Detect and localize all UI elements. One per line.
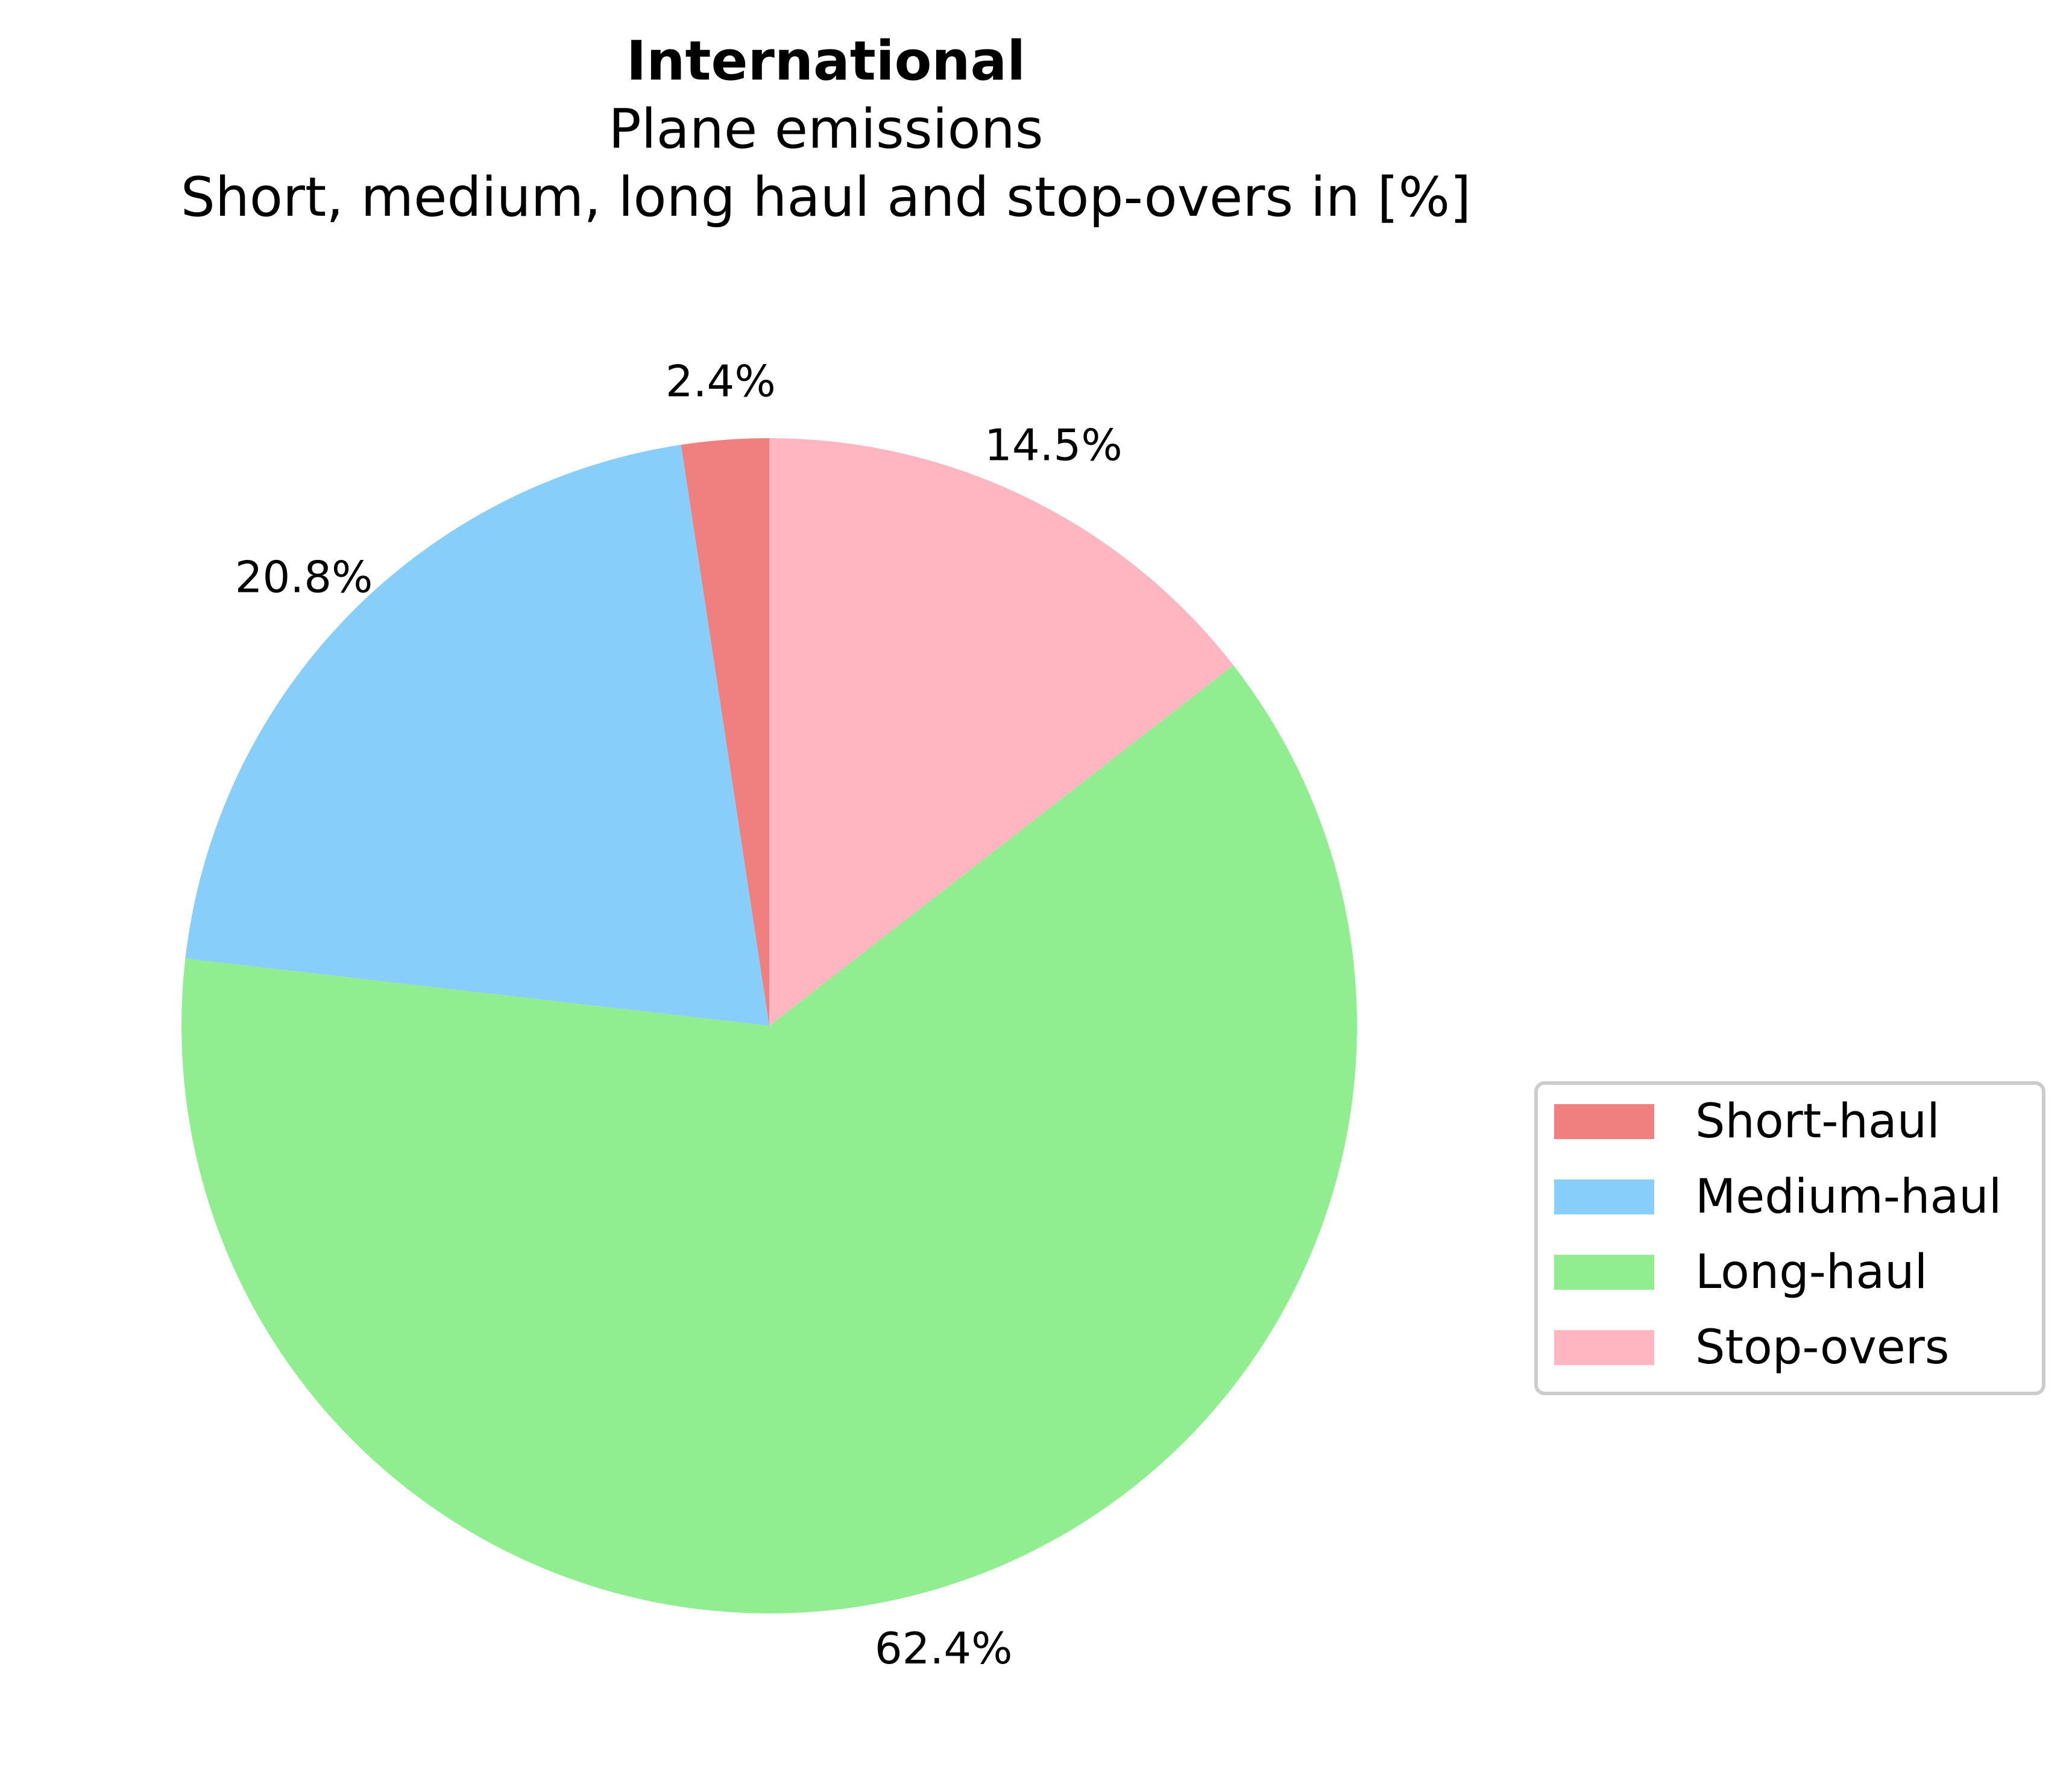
pie-slice-medium-haul [185, 445, 769, 1026]
pie-slice-stop-overs [769, 438, 1233, 1026]
legend-label: Medium-haul [1695, 1170, 2001, 1224]
legend-swatch [1554, 1255, 1654, 1290]
legend-swatch [1554, 1330, 1654, 1365]
pie-percent-labels: 2.4% 20.8% 62.4% 14.5% [235, 356, 1123, 1674]
pie-slices [181, 438, 1358, 1613]
pie-slice-short-haul [681, 438, 769, 1026]
percent-label-stop-overs: 14.5% [984, 420, 1123, 471]
chart-subtitle-line-2: Short, medium, long haul and stop-overs … [181, 166, 1472, 229]
pie-slice-long-haul [181, 665, 1358, 1613]
legend-swatch [1554, 1179, 1654, 1214]
percent-label-medium-haul: 20.8% [235, 551, 373, 602]
percent-label-long-haul: 62.4% [875, 1623, 1013, 1674]
legend-label: Long-haul [1695, 1245, 1927, 1299]
percent-label-short-haul: 2.4% [666, 356, 776, 407]
legend-frame [1534, 1081, 2045, 1395]
legend-label: Short-haul [1695, 1094, 1940, 1149]
legend: Short-haul Medium-haul Long-haul Stop-overs [1534, 1081, 2045, 1395]
legend-label: Stop-overs [1695, 1321, 1950, 1375]
legend-swatch [1554, 1104, 1654, 1139]
chart-subtitle-line-1: Plane emissions [608, 98, 1043, 161]
chart-title: International [626, 30, 1025, 93]
